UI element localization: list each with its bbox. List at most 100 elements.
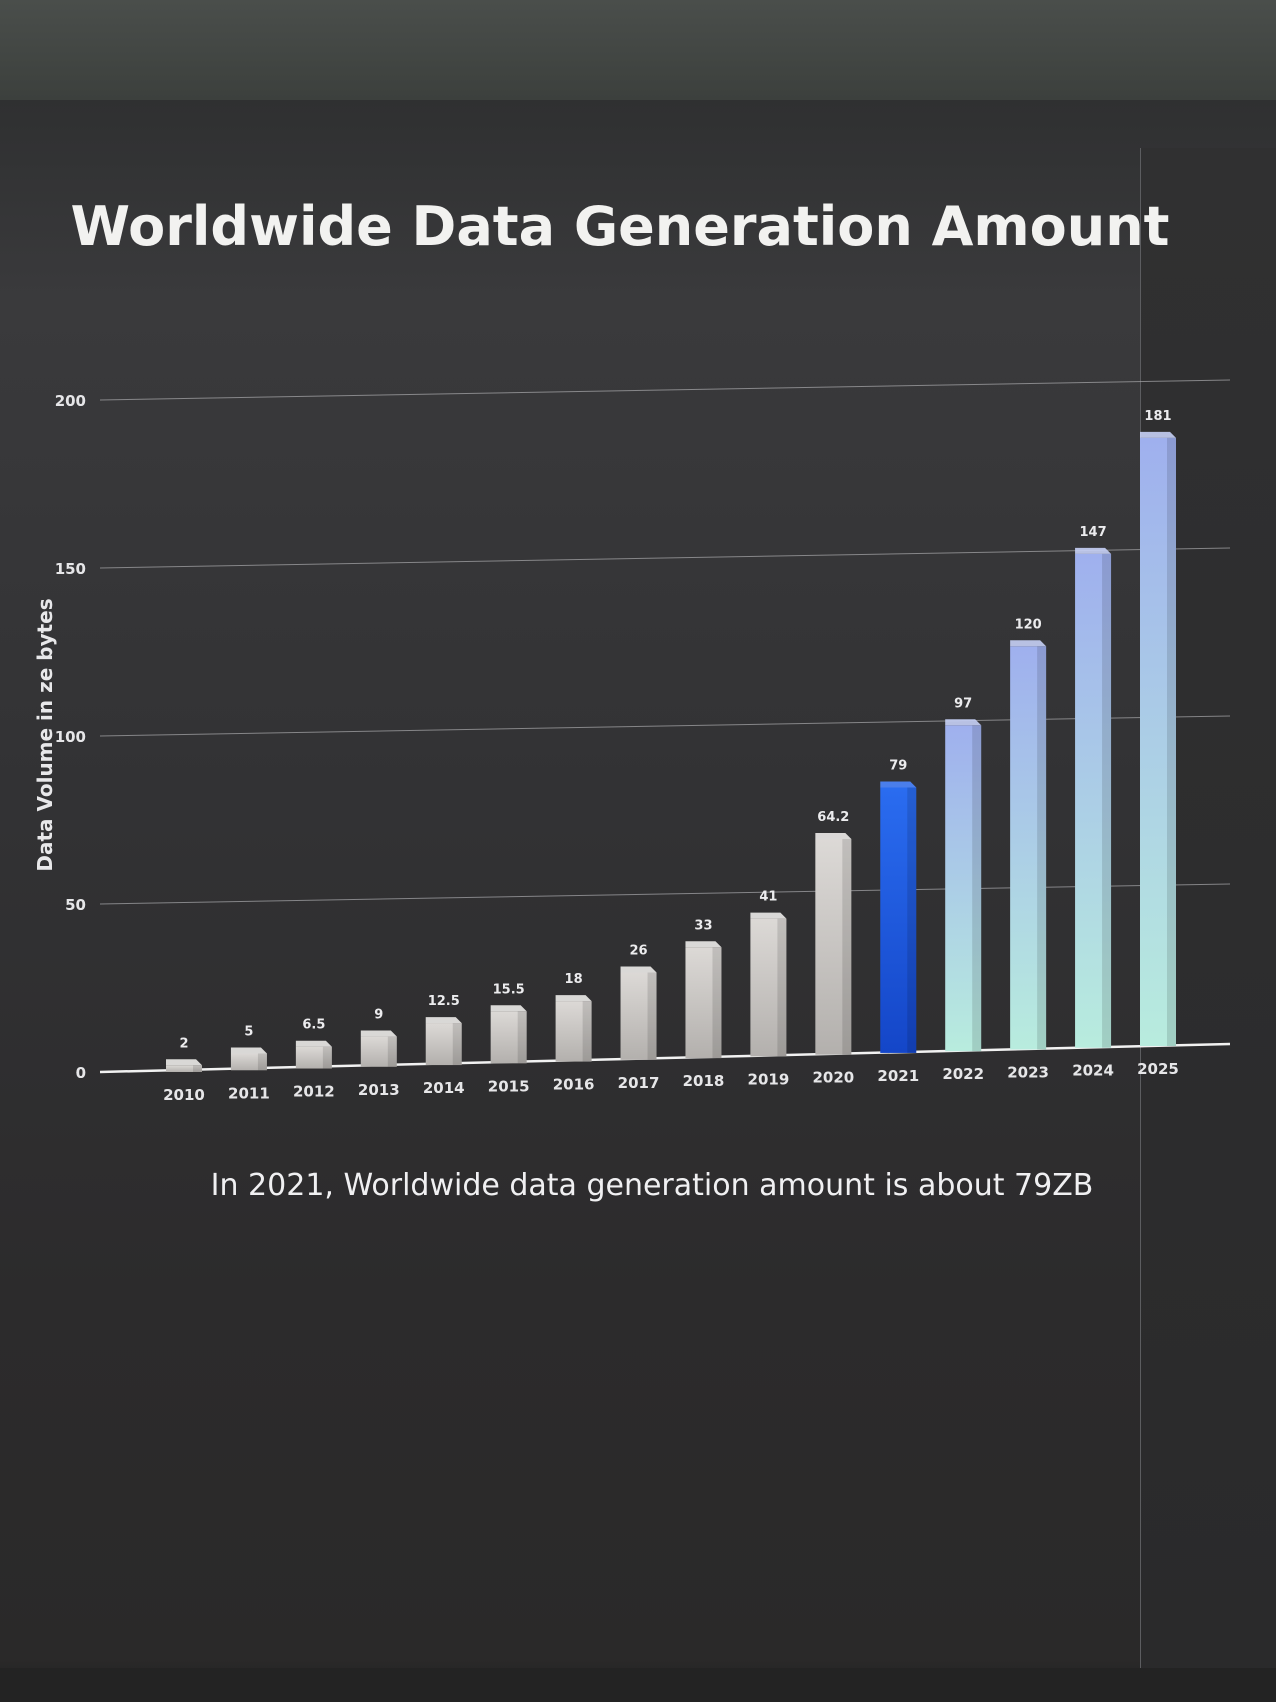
y-tick-label: 100: [55, 728, 86, 746]
x-tick-label-2020: 2020: [812, 1069, 854, 1087]
value-label-2019: 41: [759, 890, 777, 905]
value-label-2017: 26: [629, 944, 647, 959]
bar-shade-2012: [322, 1046, 332, 1069]
bar-shade-2020: [842, 838, 852, 1055]
value-label-2024: 147: [1079, 525, 1106, 540]
y-tick-label: 50: [65, 896, 86, 914]
floor-band: [0, 1668, 1276, 1702]
y-tick-label: 0: [76, 1064, 86, 1082]
gridline-50: [99, 883, 1231, 905]
value-label-2018: 33: [694, 918, 712, 933]
bar-top-2014: [425, 1017, 462, 1024]
chart-caption: In 2021, Worldwide data generation amoun…: [211, 1168, 1094, 1203]
bar-top-2012: [295, 1040, 332, 1047]
bar-shade-2022: [972, 725, 982, 1052]
bar-shade-2017: [647, 972, 657, 1060]
bar-top-2011: [230, 1047, 267, 1054]
bar-shade-2023: [1037, 646, 1047, 1050]
bar-shade-2015: [517, 1011, 527, 1064]
bar-2021: [880, 787, 917, 1053]
x-tick-label-2017: 2017: [618, 1074, 660, 1092]
bar-2014: [425, 1023, 462, 1066]
x-tick-label-2013: 2013: [358, 1081, 400, 1099]
bar-shade-2016: [582, 1001, 592, 1062]
gridline-100: [99, 715, 1231, 737]
x-tick-label-2018: 2018: [683, 1072, 725, 1090]
x-tick-label-2011: 2011: [228, 1084, 270, 1102]
bar-2025: [1140, 437, 1176, 1047]
gridline-200: [99, 379, 1231, 401]
bar-top-2010: [166, 1059, 202, 1066]
x-tick-label-2016: 2016: [553, 1076, 595, 1094]
ceiling-band: [0, 0, 1276, 100]
bar-shade-2018: [712, 947, 722, 1059]
value-label-2023: 120: [1015, 617, 1042, 632]
x-tick-label-2022: 2022: [942, 1065, 984, 1083]
gridline-150: [99, 547, 1231, 569]
x-tick-label-2021: 2021: [877, 1067, 919, 1085]
y-tick-label: 200: [55, 392, 86, 410]
labels-layer: 0 50 100 150 200 2 2010 5 2011 6.5 2012 9 2013 12.5 20…: [55, 392, 1179, 1104]
bar-top-2019: [750, 912, 787, 919]
bar-shade-2010: [193, 1065, 202, 1072]
value-label-2022: 97: [954, 696, 972, 711]
bar-shade-2013: [387, 1036, 397, 1067]
value-label-2011: 5: [244, 1024, 253, 1039]
value-label-2013: 9: [374, 1008, 383, 1023]
bar-top-2015: [490, 1005, 527, 1012]
x-tick-label-2015: 2015: [488, 1077, 530, 1095]
bar-2011: [230, 1053, 267, 1071]
bar-top-2021: [880, 781, 917, 788]
y-tick-label: 150: [55, 560, 86, 578]
bar-top-2025: [1140, 431, 1176, 438]
bar-top-2024: [1075, 547, 1112, 554]
bars-layer: [166, 431, 1176, 1072]
grid-layer: [99, 379, 1231, 1074]
y-axis-title: Data Volume in ze bytes: [33, 598, 57, 871]
value-label-2021: 79: [889, 758, 907, 773]
x-tick-label-2023: 2023: [1007, 1063, 1049, 1081]
bar-2013: [360, 1036, 397, 1067]
bar-shade-2025: [1167, 437, 1176, 1047]
bar-top-2016: [555, 995, 592, 1002]
value-label-2012: 6.5: [302, 1018, 325, 1033]
bar-shade-2024: [1102, 553, 1112, 1048]
bar-top-2017: [620, 966, 657, 973]
bar-2012: [295, 1046, 332, 1069]
bar-2022: [945, 725, 982, 1052]
bar-top-2013: [360, 1030, 397, 1037]
bar-shade-2021: [907, 787, 917, 1053]
bar-2016: [555, 1001, 592, 1062]
bar-2018: [685, 947, 722, 1059]
x-tick-label-2012: 2012: [293, 1083, 335, 1101]
bar-top-2018: [685, 941, 722, 948]
x-axis-baseline: [99, 1042, 1231, 1074]
value-label-2016: 18: [565, 972, 583, 987]
bar-shade-2019: [777, 918, 787, 1057]
bar-shade-2011: [257, 1053, 267, 1071]
value-label-2025: 181: [1144, 409, 1171, 424]
bar-2015: [490, 1011, 527, 1064]
bar-2010: [166, 1065, 202, 1072]
value-label-2015: 15.5: [493, 982, 525, 997]
bar-top-2023: [1010, 640, 1047, 647]
x-tick-label-2014: 2014: [423, 1079, 465, 1097]
x-tick-label-2010: 2010: [163, 1086, 205, 1104]
x-tick-label-2024: 2024: [1072, 1062, 1114, 1080]
bar-2023: [1010, 646, 1047, 1050]
x-tick-label-2025: 2025: [1137, 1060, 1179, 1078]
bar-2017: [620, 972, 657, 1060]
value-label-2014: 12.5: [428, 994, 460, 1009]
bar-shade-2014: [452, 1023, 462, 1066]
bar-2020: [815, 838, 852, 1055]
bar-top-2022: [945, 719, 982, 726]
value-label-2020: 64.2: [817, 810, 849, 825]
x-tick-label-2019: 2019: [748, 1070, 790, 1088]
bar-2024: [1075, 553, 1112, 1048]
value-label-2010: 2: [179, 1036, 188, 1051]
bar-top-2020: [815, 832, 852, 839]
bar-2019: [750, 918, 787, 1057]
chart-title: Worldwide Data Generation Amount: [71, 195, 1170, 258]
